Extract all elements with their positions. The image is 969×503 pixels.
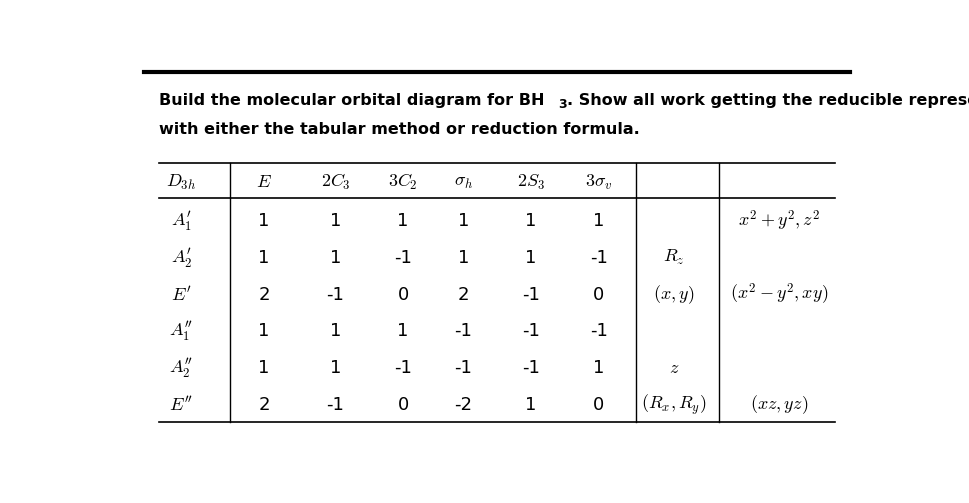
Text: 1: 1 — [525, 212, 536, 230]
Text: . Show all work getting the reducible representation: . Show all work getting the reducible re… — [567, 93, 969, 108]
Text: 0: 0 — [397, 286, 408, 304]
Text: $\mathit{A_1'}$: $\mathit{A_1'}$ — [171, 209, 192, 233]
Text: 1: 1 — [258, 322, 269, 341]
Text: -1: -1 — [521, 359, 540, 377]
Text: $(R_x, R_y)$: $(R_x, R_y)$ — [641, 393, 705, 417]
Text: 2: 2 — [258, 286, 269, 304]
Text: Build the molecular orbital diagram for BH: Build the molecular orbital diagram for … — [159, 93, 544, 108]
Text: $2C_3$: $2C_3$ — [321, 173, 350, 193]
Text: $\mathit{A_1^{\prime\prime}}$: $\mathit{A_1^{\prime\prime}}$ — [169, 320, 194, 343]
Text: -1: -1 — [589, 322, 607, 341]
Text: 1: 1 — [258, 359, 269, 377]
Text: -2: -2 — [453, 396, 472, 414]
Text: -1: -1 — [453, 322, 472, 341]
Text: $\mathit{A_2'}$: $\mathit{A_2'}$ — [171, 246, 192, 270]
Text: -1: -1 — [393, 249, 412, 267]
Text: $x^2+y^2, z^2$: $x^2+y^2, z^2$ — [737, 209, 819, 233]
Text: 1: 1 — [329, 249, 341, 267]
Text: $(x^2-y^2, xy)$: $(x^2-y^2, xy)$ — [729, 282, 828, 307]
Text: 1: 1 — [525, 249, 536, 267]
Text: 1: 1 — [592, 212, 604, 230]
Text: -1: -1 — [453, 359, 472, 377]
Text: $\mathit{E'}$: $\mathit{E'}$ — [171, 285, 192, 304]
Text: $\sigma_h$: $\sigma_h$ — [453, 174, 473, 191]
Text: 1: 1 — [258, 249, 269, 267]
Text: 2: 2 — [457, 286, 469, 304]
Text: -1: -1 — [521, 286, 540, 304]
Text: with either the tabular method or reduction formula.: with either the tabular method or reduct… — [159, 122, 639, 137]
Text: 2: 2 — [258, 396, 269, 414]
Text: 0: 0 — [397, 396, 408, 414]
Text: $3\sigma_v$: $3\sigma_v$ — [584, 173, 611, 192]
Text: 3: 3 — [558, 98, 567, 111]
Text: -1: -1 — [589, 249, 607, 267]
Text: $\mathit{E^{\prime\prime}}$: $\mathit{E^{\prime\prime}}$ — [170, 396, 193, 414]
Text: 1: 1 — [592, 359, 604, 377]
Text: 1: 1 — [329, 212, 341, 230]
Text: $(x, y)$: $(x, y)$ — [652, 283, 694, 306]
Text: $z$: $z$ — [668, 359, 678, 377]
Text: 1: 1 — [525, 396, 536, 414]
Text: $(xz, yz)$: $(xz, yz)$ — [749, 394, 807, 416]
Text: 1: 1 — [329, 322, 341, 341]
Text: 1: 1 — [397, 212, 408, 230]
Text: 1: 1 — [258, 212, 269, 230]
Text: 1: 1 — [329, 359, 341, 377]
Text: 0: 0 — [592, 396, 604, 414]
Text: 0: 0 — [592, 286, 604, 304]
Text: -1: -1 — [327, 286, 344, 304]
Text: $2S_3$: $2S_3$ — [516, 173, 545, 192]
Text: $3C_2$: $3C_2$ — [388, 173, 418, 193]
Text: $R_z$: $R_z$ — [662, 248, 684, 268]
Text: -1: -1 — [327, 396, 344, 414]
Text: $D_{3h}$: $D_{3h}$ — [166, 173, 197, 192]
Text: $\mathit{A_2^{\prime\prime}}$: $\mathit{A_2^{\prime\prime}}$ — [169, 357, 194, 380]
Text: 1: 1 — [457, 212, 468, 230]
Text: -1: -1 — [393, 359, 412, 377]
Text: 1: 1 — [397, 322, 408, 341]
Text: 1: 1 — [457, 249, 468, 267]
Text: $E$: $E$ — [256, 174, 271, 191]
Text: -1: -1 — [521, 322, 540, 341]
